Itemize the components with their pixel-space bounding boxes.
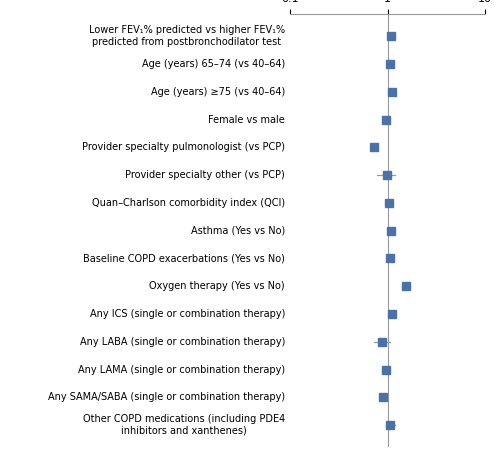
Text: Oxygen therapy (Yes vs No): Oxygen therapy (Yes vs No) — [150, 281, 285, 291]
Text: Baseline COPD exacerbations (Yes vs No): Baseline COPD exacerbations (Yes vs No) — [83, 254, 285, 263]
Text: Provider specialty pulmonologist (vs PCP): Provider specialty pulmonologist (vs PCP… — [82, 142, 285, 152]
Text: Age (years) ≥75 (vs 40–64): Age (years) ≥75 (vs 40–64) — [151, 87, 285, 97]
Text: Any LABA (single or combination therapy): Any LABA (single or combination therapy) — [80, 337, 285, 347]
Text: Other COPD medications (including PDE4
inhibitors and xanthenes): Other COPD medications (including PDE4 i… — [83, 414, 285, 436]
Text: Provider specialty other (vs PCP): Provider specialty other (vs PCP) — [125, 170, 285, 180]
Text: Asthma (Yes vs No): Asthma (Yes vs No) — [191, 226, 285, 236]
Text: Quan–Charlson comorbidity index (QCI): Quan–Charlson comorbidity index (QCI) — [92, 198, 285, 208]
Text: Age (years) 65–74 (vs 40–64): Age (years) 65–74 (vs 40–64) — [142, 59, 285, 69]
Text: Any SAMA/SABA (single or combination therapy): Any SAMA/SABA (single or combination the… — [48, 392, 285, 402]
Text: Female vs male: Female vs male — [208, 115, 285, 124]
Text: Lower FEV₁% predicted vs higher FEV₁%
predicted from postbronchodilator test: Lower FEV₁% predicted vs higher FEV₁% pr… — [89, 26, 285, 47]
Text: Any LAMA (single or combination therapy): Any LAMA (single or combination therapy) — [78, 364, 285, 375]
Text: Any ICS (single or combination therapy): Any ICS (single or combination therapy) — [90, 309, 285, 319]
